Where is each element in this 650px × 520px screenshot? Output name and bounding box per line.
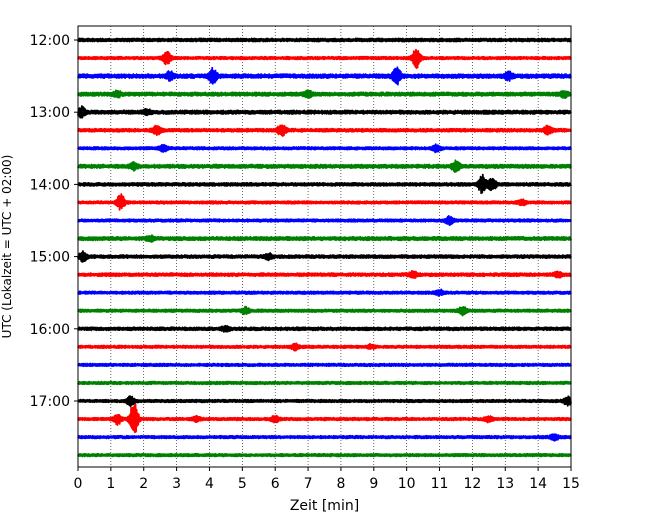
- trace-line: [77, 324, 572, 333]
- y-tick-label: 12:00: [30, 33, 70, 49]
- trace-line: [77, 362, 572, 368]
- x-tick-label: 8: [336, 476, 345, 492]
- x-axis-label: Zeit [min]: [290, 498, 359, 514]
- x-axis-ticks: 0 1 2 3 4 5 6 7 8 9 10 11 12 13 14 15: [74, 467, 580, 492]
- trace-line: [77, 173, 572, 195]
- y-tick-label: 15:00: [30, 250, 70, 266]
- x-tick-label: 10: [398, 476, 416, 492]
- trace-line: [77, 159, 572, 173]
- trace-line: [77, 288, 572, 297]
- trace-line: [77, 215, 572, 226]
- y-tick-label: 17:00: [30, 394, 70, 410]
- trace-line: [77, 124, 572, 137]
- trace-line: [77, 342, 572, 352]
- x-tick-label: 1: [106, 476, 115, 492]
- x-tick-label: 6: [271, 476, 280, 492]
- y-tick-label: 14:00: [30, 177, 70, 193]
- x-tick-label: 4: [205, 476, 214, 492]
- trace-line: [77, 193, 572, 211]
- trace-line: [77, 37, 572, 43]
- x-tick-label: 11: [431, 476, 449, 492]
- trace-line: [77, 48, 572, 69]
- x-tick-label: 5: [238, 476, 247, 492]
- trace-line: [77, 270, 572, 279]
- trace-line: [77, 89, 572, 99]
- plot-frame: [77, 25, 572, 468]
- x-tick-label: 2: [139, 476, 148, 492]
- y-axis-ticks: 12:00 13:00 14:00 15:00 16:00 17:00: [30, 33, 78, 410]
- y-tick-label: 13:00: [30, 105, 70, 121]
- x-tick-label: 7: [304, 476, 313, 492]
- x-tick-label: 12: [463, 476, 481, 492]
- trace-line: [77, 403, 572, 434]
- y-axis-label: UTC (Lokalzeit = UTC + 02:00): [0, 155, 14, 339]
- x-tick-label: 15: [562, 476, 580, 492]
- trace-line: [77, 234, 572, 243]
- x-tick-label: 0: [74, 476, 83, 492]
- y-tick-label: 16:00: [30, 322, 70, 338]
- x-tick-label: 9: [369, 476, 378, 492]
- trace-line: [77, 143, 572, 154]
- trace-line: [77, 395, 572, 408]
- trace-line: [77, 452, 572, 458]
- trace-line: [77, 305, 572, 317]
- trace-line: [77, 433, 572, 442]
- trace-line: [77, 66, 572, 86]
- x-tick-label: 14: [529, 476, 547, 492]
- trace-line: [77, 250, 572, 263]
- trace-line: [77, 105, 572, 119]
- x-tick-label: 13: [496, 476, 514, 492]
- seismogram-traces: [77, 37, 572, 458]
- trace-line: [77, 380, 572, 386]
- x-tick-label: 3: [172, 476, 181, 492]
